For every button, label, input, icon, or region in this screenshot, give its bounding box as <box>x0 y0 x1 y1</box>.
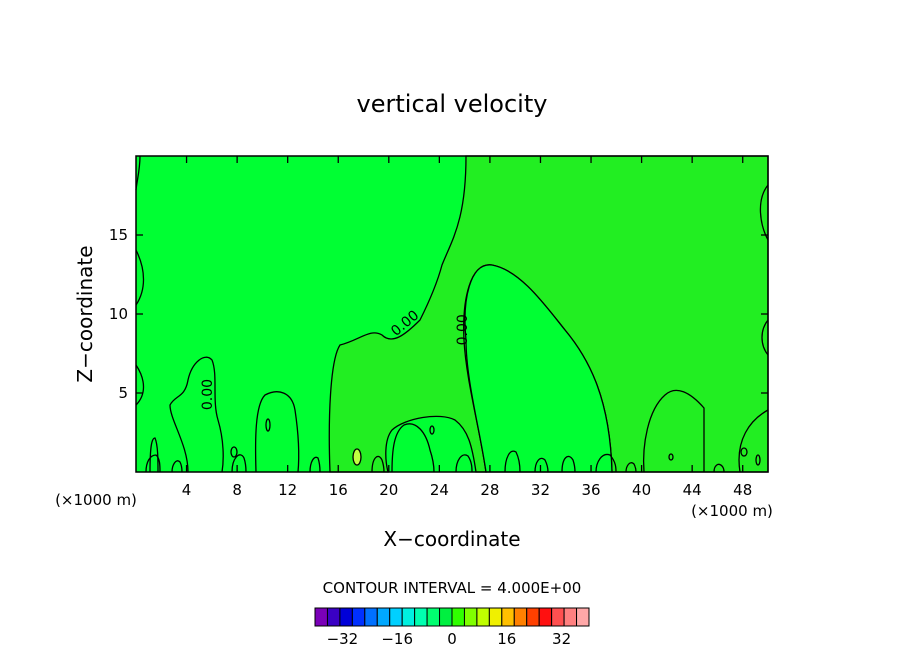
colorbar-swatch <box>326 607 341 627</box>
contour-left-edge-mid <box>135 249 145 306</box>
contour-small-12 <box>455 454 473 473</box>
contour-tiny-5 <box>755 454 761 466</box>
contour-right-edge-top <box>759 184 769 241</box>
contour-tiny-6 <box>668 453 674 461</box>
x-tick-label: 32 <box>531 481 550 499</box>
colorbar-tick-label: 32 <box>552 630 571 648</box>
colorbar-tick-label: −32 <box>327 630 359 648</box>
contour-label: 0.00 <box>200 379 216 410</box>
colorbar-swatch <box>538 607 553 627</box>
colorbar-swatch <box>526 607 540 627</box>
y-tick-label: 15 <box>109 226 128 244</box>
colorbar-swatch <box>513 607 528 627</box>
contour-interval-text: CONTOUR INTERVAL = 4.000E+00 <box>323 579 582 597</box>
contour-small-8 <box>534 457 549 473</box>
chart-title: vertical velocity <box>357 90 548 118</box>
contour-small-11 <box>625 462 637 473</box>
contour-blob-18 <box>352 448 362 466</box>
contour-left-lobe <box>169 356 224 473</box>
colorbar-swatch <box>501 607 515 627</box>
y-axis: 5 10 15 <box>109 226 768 402</box>
colorbar-swatch <box>439 607 453 627</box>
contour-labels: 0.00 0.000.00 <box>200 307 471 410</box>
contour-small-1 <box>145 454 161 473</box>
colorbar-swatch <box>414 607 428 627</box>
colorbar: −32 −16 0 16 32 <box>314 607 590 648</box>
x-tick-label: 28 <box>480 481 499 499</box>
contour-label: 0.00 <box>455 314 471 345</box>
contour-lobe-20 <box>391 423 435 473</box>
field-region-inner <box>464 264 613 473</box>
x-unit-left: (×1000 m) <box>55 491 137 509</box>
colorbar-swatch <box>314 607 328 627</box>
contour-left-edge-low <box>135 364 145 406</box>
x-tick-label: 40 <box>632 481 651 499</box>
x-tick-label: 16 <box>329 481 348 499</box>
x-tick-label: 8 <box>232 481 242 499</box>
x-tick-label: 24 <box>430 481 449 499</box>
contour-small-13 <box>713 463 725 473</box>
contour-lobe-42 <box>642 389 705 473</box>
x-tick-label: 12 <box>278 481 297 499</box>
contour-small-2 <box>149 437 159 473</box>
x-axis-label: X−coordinate <box>383 527 520 551</box>
contour-small-4 <box>231 454 247 473</box>
colorbar-swatch <box>451 607 465 627</box>
plot-area: 0.00 0.000.00 <box>135 155 769 473</box>
colorbar-swatch <box>563 607 578 627</box>
colorbar-swatch <box>463 607 478 627</box>
contour-small-5 <box>309 456 321 473</box>
contour-small-9 <box>561 455 576 473</box>
contour-right-edge-mid <box>761 319 769 356</box>
contour-small-7 <box>504 450 521 473</box>
colorbar-tick-label: 0 <box>447 630 457 648</box>
contour-tiny-4 <box>740 447 748 457</box>
contour-tiny-3 <box>230 446 238 458</box>
contour-small-3 <box>171 460 183 473</box>
colorbar-swatch <box>401 607 416 627</box>
colorbar-swatch <box>576 607 590 627</box>
colorbar-swatch <box>364 607 378 627</box>
small-contours <box>135 155 769 473</box>
x-tick-label: 48 <box>733 481 752 499</box>
y-axis-label: Z−coordinate <box>73 245 97 382</box>
colorbar-swatch <box>488 607 503 627</box>
colorbar-swatch <box>551 607 565 627</box>
colorbar-swatch <box>351 607 366 627</box>
colorbar-tick-label: 16 <box>497 630 516 648</box>
x-tick-label: 44 <box>683 481 702 499</box>
contour-lobe-12 <box>254 391 300 473</box>
x-tick-label: 4 <box>182 481 192 499</box>
contour-right-edge-low <box>738 409 769 473</box>
colorbar-swatch <box>426 607 441 627</box>
contour-small-10 <box>595 453 617 473</box>
contour-tiny-2 <box>429 425 435 435</box>
x-unit-right: (×1000 m) <box>691 502 773 520</box>
x-axis: 4 8 12 16 20 24 28 32 36 40 44 48 <box>182 156 752 499</box>
x-tick-label: 36 <box>581 481 600 499</box>
y-tick-label: 10 <box>109 305 128 323</box>
y-tick-label: 5 <box>118 384 128 402</box>
colorbar-swatch <box>376 607 391 627</box>
colorbar-tick-label: −16 <box>381 630 413 648</box>
colorbar-swatch <box>389 607 403 627</box>
contour-tiny-1 <box>265 418 271 432</box>
x-tick-label: 20 <box>379 481 398 499</box>
colorbar-swatch <box>476 607 490 627</box>
contour-small-6 <box>371 455 385 473</box>
colorbar-swatch <box>339 607 353 627</box>
